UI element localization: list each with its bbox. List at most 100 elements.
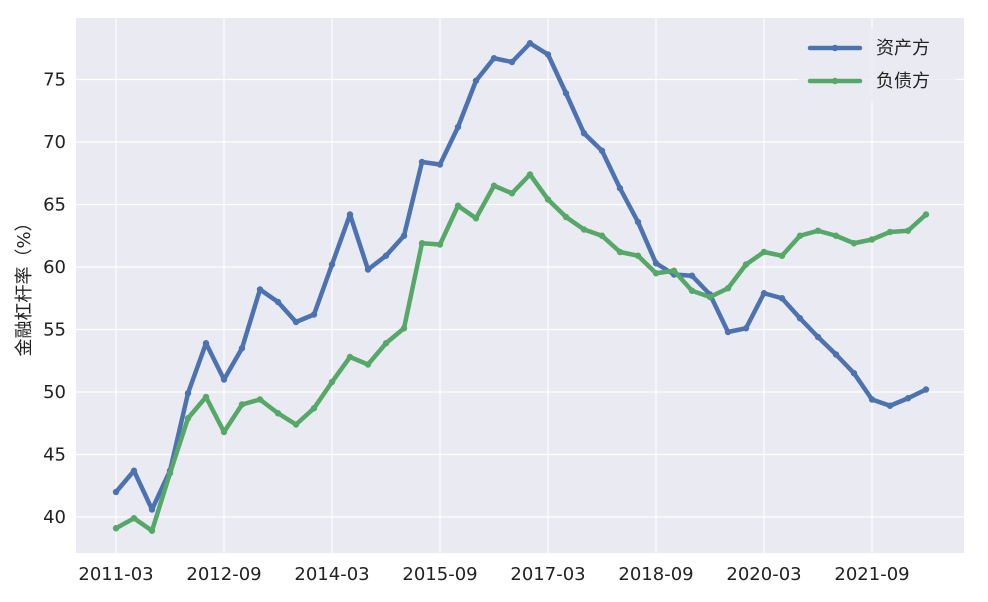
data-point xyxy=(238,401,246,408)
data-point xyxy=(220,376,228,383)
data-point xyxy=(850,240,858,247)
data-point xyxy=(508,58,516,66)
data-point xyxy=(562,90,570,97)
data-point xyxy=(688,287,696,294)
data-point xyxy=(292,318,300,326)
data-point xyxy=(256,286,264,293)
legend-marker xyxy=(831,77,839,85)
data-point xyxy=(364,361,372,368)
data-point xyxy=(130,467,138,474)
data-point xyxy=(184,390,192,397)
x-tick-label: 2015-09 xyxy=(402,564,477,585)
data-point xyxy=(328,378,336,386)
data-point xyxy=(742,325,750,332)
x-tick-label: 2012-09 xyxy=(186,564,261,585)
data-point xyxy=(904,395,912,402)
series-layer xyxy=(112,40,930,534)
data-point xyxy=(796,315,804,322)
data-point xyxy=(382,340,390,347)
data-point xyxy=(760,290,768,297)
y-tick-label: 75 xyxy=(43,70,66,91)
data-point xyxy=(310,311,318,318)
data-point xyxy=(472,77,480,84)
data-point xyxy=(814,227,822,234)
data-point xyxy=(886,402,894,409)
series-1 xyxy=(112,40,930,513)
y-tick-label: 60 xyxy=(43,257,66,278)
grid-lines xyxy=(76,18,964,553)
data-point xyxy=(598,232,606,239)
data-point xyxy=(130,515,138,522)
data-point xyxy=(274,410,282,417)
data-point xyxy=(778,295,786,302)
y-tick-label: 55 xyxy=(43,320,66,341)
data-point xyxy=(256,396,264,403)
y-tick-label: 50 xyxy=(43,382,66,403)
x-tick-label: 2018-09 xyxy=(618,564,693,585)
data-point xyxy=(868,236,876,243)
data-point xyxy=(544,51,552,58)
data-point xyxy=(400,325,408,332)
data-point xyxy=(616,185,624,192)
data-point xyxy=(472,215,480,222)
data-point xyxy=(184,415,192,422)
data-point xyxy=(310,405,318,412)
x-axis: 2011-03 2012-09 2014-03 2015-09 2017-03 2018-… xyxy=(78,564,909,585)
data-point xyxy=(454,202,462,209)
data-point xyxy=(580,226,588,233)
data-point xyxy=(238,345,246,352)
data-point xyxy=(580,130,588,137)
data-point xyxy=(418,158,426,166)
data-point xyxy=(922,211,930,218)
data-point xyxy=(634,252,642,259)
data-point xyxy=(796,232,804,239)
y-axis-label: 金融杠杆率（%） xyxy=(14,213,35,356)
data-point xyxy=(670,267,678,274)
data-point xyxy=(148,506,156,513)
data-point xyxy=(346,353,354,361)
data-point xyxy=(778,252,786,259)
x-tick-label: 2011-03 xyxy=(78,564,153,585)
data-point xyxy=(202,340,210,347)
series-line xyxy=(113,172,929,533)
data-point xyxy=(652,270,660,277)
data-point xyxy=(148,527,156,534)
data-point xyxy=(346,211,354,218)
data-point xyxy=(382,252,390,259)
data-point xyxy=(418,240,426,247)
x-tick-label: 2014-03 xyxy=(294,564,369,585)
data-point xyxy=(724,285,732,292)
legend-marker xyxy=(831,44,839,52)
data-point xyxy=(688,272,696,279)
y-tick-label: 65 xyxy=(43,195,66,216)
data-point xyxy=(544,196,552,203)
data-point xyxy=(526,171,534,178)
data-point xyxy=(724,328,732,336)
data-point xyxy=(220,428,228,436)
data-point xyxy=(490,55,498,62)
data-point xyxy=(202,393,210,401)
data-point xyxy=(598,147,606,154)
data-point xyxy=(328,261,336,268)
data-point xyxy=(454,123,462,131)
data-point xyxy=(832,351,840,358)
y-tick-label: 45 xyxy=(43,445,66,466)
data-point xyxy=(274,298,282,306)
data-point xyxy=(562,213,570,221)
data-point xyxy=(904,227,912,234)
series-2 xyxy=(112,171,930,534)
x-tick-label: 2017-03 xyxy=(510,564,585,585)
data-point xyxy=(436,241,444,248)
x-tick-label: 2021-09 xyxy=(834,564,909,585)
data-point xyxy=(166,470,174,477)
data-point xyxy=(634,218,642,226)
data-point xyxy=(490,182,498,189)
legend-label: 负债方 xyxy=(876,71,930,92)
legend-box xyxy=(798,28,956,102)
data-point xyxy=(832,232,840,239)
data-point xyxy=(112,488,120,496)
data-point xyxy=(112,525,120,532)
data-point xyxy=(922,386,930,393)
